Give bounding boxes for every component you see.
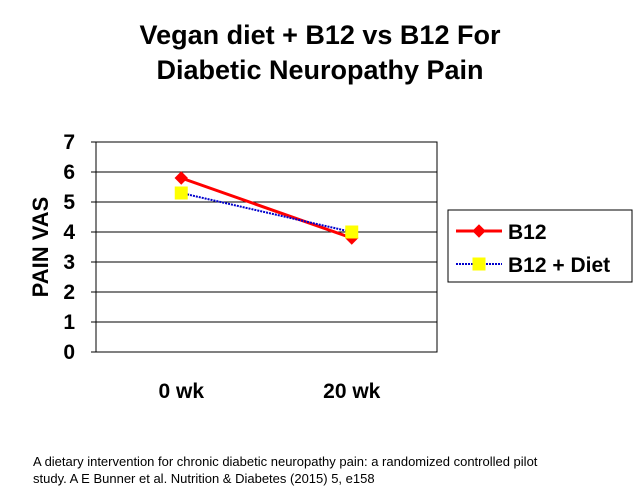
y-tick-label: 6 (63, 161, 75, 184)
data-point-b12-diet (345, 225, 359, 239)
data-point-b12-diet (472, 257, 486, 271)
y-tick-label: 2 (63, 281, 75, 304)
legend-label: B12 (508, 221, 547, 244)
chart-title: Vegan diet + B12 vs B12 For Diabetic Neu… (0, 18, 640, 88)
chart-canvas: 0 1 2 3 4 5 6 7 0 wk 20 wk PAIN VAS B12 B12 + Die… (28, 131, 633, 403)
y-tick-label: 4 (63, 221, 75, 244)
y-tick-label: 0 (63, 341, 75, 364)
data-point-b12-diet (174, 186, 188, 200)
y-tick-label: 3 (63, 251, 75, 274)
data-point-b12 (174, 171, 188, 185)
y-tick-label: 1 (63, 311, 75, 334)
x-tick-label: 20 wk (323, 380, 381, 403)
series-line-b12 (180, 176, 353, 240)
chart-title-line-2: Diabetic Neuropathy Pain (156, 55, 484, 85)
plot-area (95, 141, 438, 353)
y-tick-label: 7 (63, 131, 75, 154)
x-tick-label: 0 wk (158, 380, 204, 403)
y-axis-label: PAIN VAS (28, 197, 53, 298)
legend: B12 B12 + Diet (447, 209, 633, 283)
citation-line-1: A dietary intervention for chronic diabe… (33, 454, 538, 469)
gridlines (96, 171, 437, 323)
citation-line-2: study. A E Bunner et al. Nutrition & Dia… (33, 471, 375, 486)
series-line-b12-diet (181, 192, 352, 233)
data-point-b12 (472, 224, 486, 238)
citation-footnote: A dietary intervention for chronic diabe… (33, 453, 633, 487)
x-tick-labels: 0 wk 20 wk (158, 380, 380, 403)
chart-title-line-1: Vegan diet + B12 vs B12 For (139, 20, 501, 50)
y-tick-labels: 0 1 2 3 4 5 6 7 (63, 131, 96, 364)
y-tick-label: 5 (63, 191, 75, 214)
legend-label: B12 + Diet (508, 254, 610, 277)
series (174, 171, 359, 245)
